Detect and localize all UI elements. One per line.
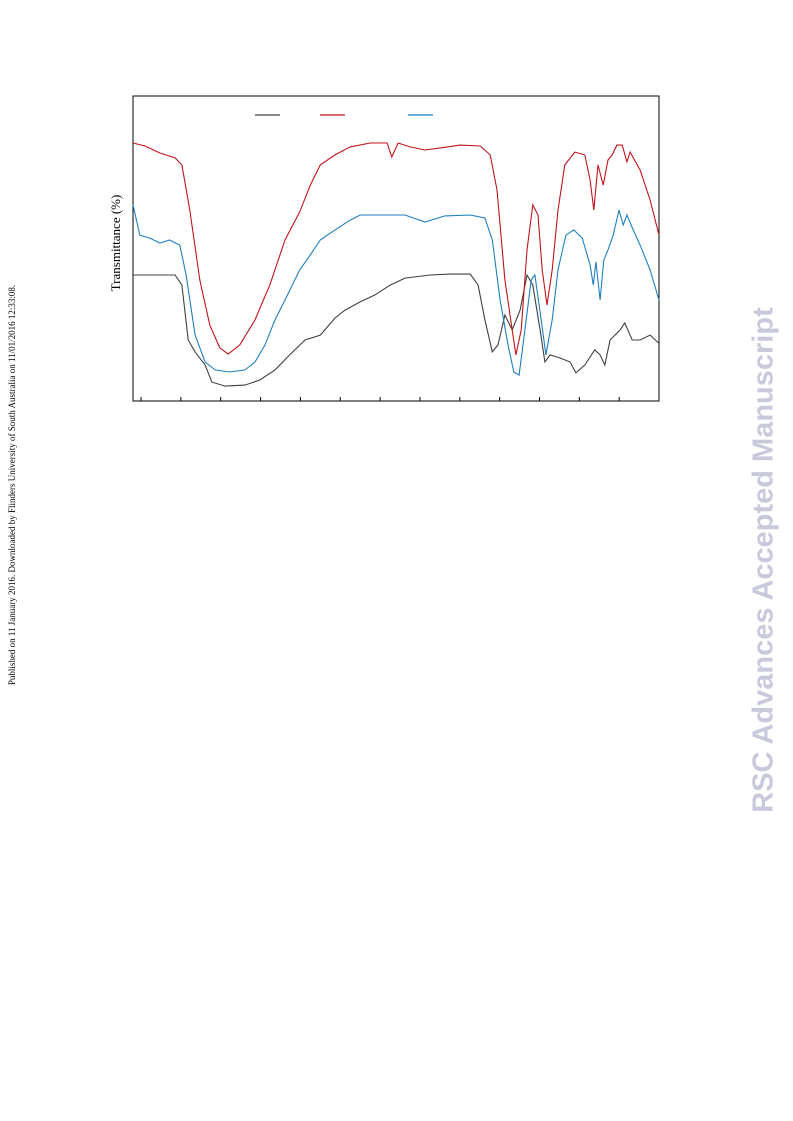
spectrum-line <box>132 204 660 376</box>
plot-frame <box>132 95 660 402</box>
spectrum-line <box>132 142 660 356</box>
x-tick-marks <box>140 397 620 401</box>
y-axis-label: Transmittance (%) <box>108 195 123 292</box>
watermark: RSC Advances Accepted Manuscript <box>748 307 780 813</box>
side-note: Published on 11 January 2016. Downloaded… <box>7 285 17 685</box>
spectrum-line <box>133 273 660 387</box>
